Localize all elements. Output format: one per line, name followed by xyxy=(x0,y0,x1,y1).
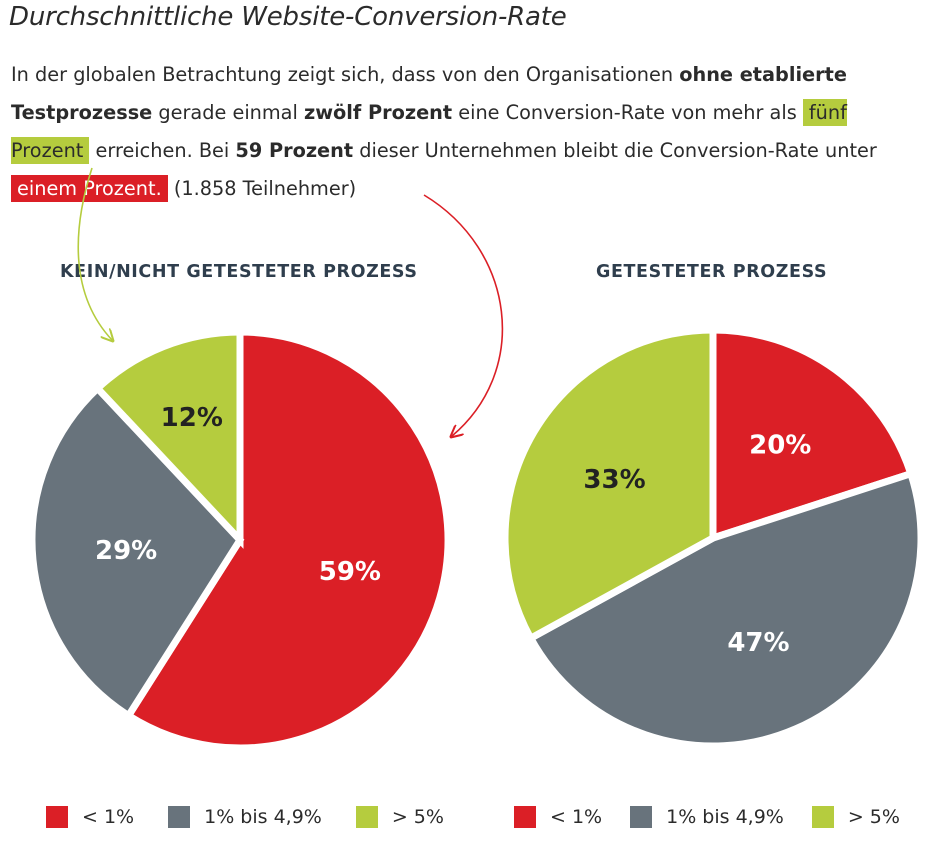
intro-bold-1: ohne etablierte Testprozesse xyxy=(11,63,847,124)
pie-slice xyxy=(501,326,717,643)
pie-slice-label: 47% xyxy=(727,628,789,658)
page-title: Durchschnittliche Website-Conversion-Rat… xyxy=(9,2,567,32)
highlight-one-percent: einem Prozent. xyxy=(11,175,168,202)
legend-item: < 1% xyxy=(46,806,134,828)
legend-label: > 5% xyxy=(391,806,444,828)
legend-label: > 5% xyxy=(847,806,900,828)
legend-untested: < 1% 1% bis 4,9% > 5% xyxy=(46,806,444,828)
legend-label: 1% bis 4,9% xyxy=(666,806,784,828)
legend-item: > 5% xyxy=(355,806,444,828)
pie-slice-label: 29% xyxy=(95,536,157,566)
legend-label: < 1% xyxy=(82,806,135,828)
pie-slice xyxy=(92,328,244,549)
intro-text-4: erreichen. Bei xyxy=(89,139,236,162)
legend-swatch-red xyxy=(46,806,68,828)
pie-slice xyxy=(123,328,452,752)
pie-slice xyxy=(28,383,245,721)
intro-text-6: (1.858 Teilnehmer) xyxy=(167,177,357,200)
pie-slice xyxy=(525,469,925,750)
legend-swatch-green xyxy=(355,806,378,828)
intro-bold-2: zwölf Prozent xyxy=(303,101,453,124)
pie-slice-label: 33% xyxy=(583,465,645,495)
legend-swatch-gray xyxy=(630,806,653,828)
legend-swatch-red xyxy=(514,806,536,828)
legend-item: 1% bis 4,9% xyxy=(168,806,322,828)
arrow-red-connector xyxy=(423,194,504,436)
chart-title-tested: GETESTETER PROZESS xyxy=(596,262,828,282)
legend-item: < 1% xyxy=(514,806,602,828)
legend-label: 1% bis 4,9% xyxy=(204,806,322,828)
legend-label: < 1% xyxy=(550,806,603,828)
pie-slice-label: 12% xyxy=(161,403,223,433)
intro-text-3: eine Conversion-Rate von mehr als xyxy=(452,101,803,124)
intro-text-1: In der globalen Betrachtung zeigt sich, … xyxy=(11,63,680,86)
legend-item: 1% bis 4,9% xyxy=(630,806,784,828)
legend-item: > 5% xyxy=(811,806,900,828)
legend-swatch-green xyxy=(811,806,834,828)
intro-text-5: dieser Unternehmen bleibt die Conversion… xyxy=(353,139,877,162)
pie-slice xyxy=(709,326,916,543)
intro-paragraph: In der globalen Betrachtung zeigt sich, … xyxy=(11,56,926,208)
chart-title-untested: KEIN/NICHT GETESTETER PROZESS xyxy=(60,262,418,282)
intro-bold-3: 59 Prozent xyxy=(235,139,354,162)
legend-swatch-gray xyxy=(168,806,191,828)
arrow-green-connector xyxy=(77,167,112,340)
pie-slice-label: 20% xyxy=(749,430,811,460)
pie-tested: 20% 47% 33% xyxy=(501,326,925,750)
pie-slice-label: 59% xyxy=(319,557,381,587)
intro-text-2: gerade einmal xyxy=(152,101,304,124)
pie-untested: 59% 29% 12% xyxy=(28,328,452,752)
legend-tested: < 1% 1% bis 4,9% > 5% xyxy=(514,806,900,828)
